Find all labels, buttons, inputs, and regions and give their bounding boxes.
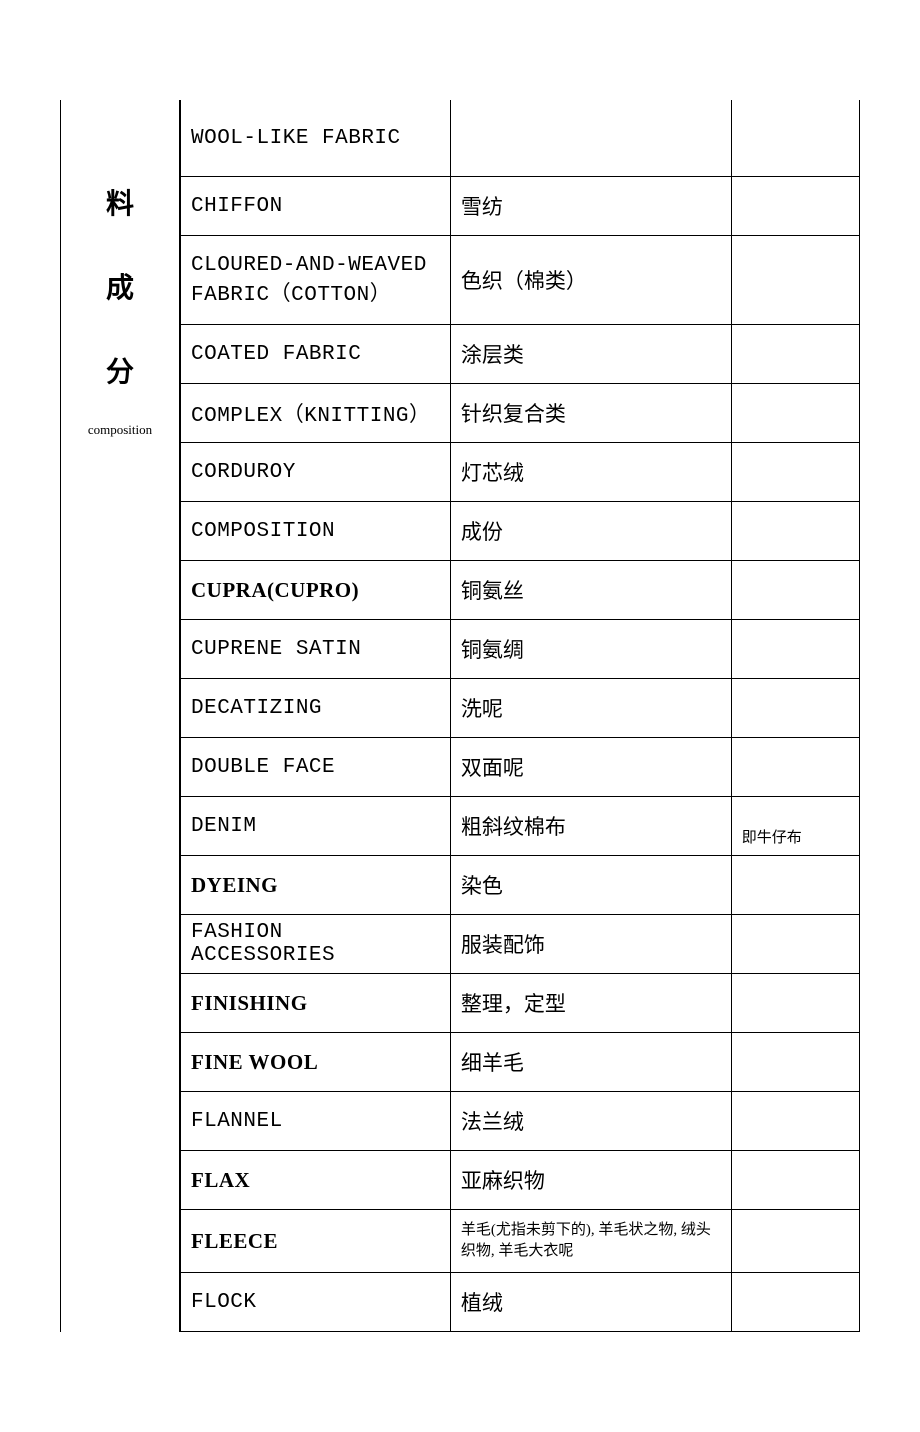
note-cell <box>731 974 859 1033</box>
english-term-cell: FLEECE <box>181 1210 451 1273</box>
chinese-term-cell: 整理，定型 <box>450 974 731 1033</box>
chinese-term-cell: 亚麻织物 <box>450 1151 731 1210</box>
table-row: FINISHING整理，定型 <box>181 974 860 1033</box>
table-row: DOUBLE FACE双面呢 <box>181 738 860 797</box>
left-char-1: 料 <box>106 182 134 222</box>
table-row: COMPOSITION成份 <box>181 502 860 561</box>
table-row: COMPLEX（KNITTING）针织复合类 <box>181 384 860 443</box>
english-term-cell: DECATIZING <box>181 679 451 738</box>
english-term-cell: FASHION ACCESSORIES <box>181 915 451 974</box>
note-cell <box>731 384 859 443</box>
chinese-term-cell: 粗斜纹棉布 <box>450 797 731 856</box>
note-cell <box>731 915 859 974</box>
note-cell <box>731 502 859 561</box>
chinese-term-cell: 铜氨绸 <box>450 620 731 679</box>
chinese-term-cell: 洗呢 <box>450 679 731 738</box>
note-cell <box>731 236 859 325</box>
table-row: FLANNEL法兰绒 <box>181 1092 860 1151</box>
table-row: DYEING染色 <box>181 856 860 915</box>
note-cell <box>731 1151 859 1210</box>
table-row: CLOURED-AND-WEAVED FABRIC（COTTON）色织（棉类） <box>181 236 860 325</box>
note-cell: 即牛仔布 <box>731 797 859 856</box>
table-row: CORDUROY灯芯绒 <box>181 443 860 502</box>
note-cell <box>731 100 859 177</box>
chinese-term-cell: 雪纺 <box>450 177 731 236</box>
chinese-term-cell: 铜氨丝 <box>450 561 731 620</box>
english-term-cell: CUPRENE SATIN <box>181 620 451 679</box>
note-cell <box>731 177 859 236</box>
english-term-cell: FINE WOOL <box>181 1033 451 1092</box>
chinese-term-cell: 色织（棉类） <box>450 236 731 325</box>
note-cell <box>731 1273 859 1332</box>
english-term-cell: CORDUROY <box>181 443 451 502</box>
table-row: COATED FABRIC涂层类 <box>181 325 860 384</box>
table-row: FASHION ACCESSORIES服装配饰 <box>181 915 860 974</box>
left-sub-label: composition <box>88 422 152 438</box>
english-term-cell: WOOL-LIKE FABRIC <box>181 100 451 177</box>
left-char-3: 分 <box>106 350 134 390</box>
chinese-term-cell: 染色 <box>450 856 731 915</box>
note-cell <box>731 679 859 738</box>
table-row: FLOCK植绒 <box>181 1273 860 1332</box>
chinese-term-cell: 灯芯绒 <box>450 443 731 502</box>
english-term-cell: DYEING <box>181 856 451 915</box>
note-cell <box>731 561 859 620</box>
english-term-cell: FLOCK <box>181 1273 451 1332</box>
table-row: FINE WOOL细羊毛 <box>181 1033 860 1092</box>
note-cell <box>731 738 859 797</box>
left-char-2: 成 <box>106 266 134 306</box>
table-row: DENIM粗斜纹棉布即牛仔布 <box>181 797 860 856</box>
chinese-term-cell <box>450 100 731 177</box>
english-term-cell: CUPRA(CUPRO) <box>181 561 451 620</box>
english-term-cell: COATED FABRIC <box>181 325 451 384</box>
table-row: CHIFFON雪纺 <box>181 177 860 236</box>
note-cell <box>731 1092 859 1151</box>
table-row: CUPRA(CUPRO)铜氨丝 <box>181 561 860 620</box>
document-page: 料 成 分 composition WOOL-LIKE FABRICCHIFFO… <box>0 0 920 1432</box>
table-row: FLEECE羊毛(尤指未剪下的), 羊毛状之物, 绒头织物, 羊毛大衣呢 <box>181 1210 860 1273</box>
chinese-term-cell: 植绒 <box>450 1273 731 1332</box>
table-row: FLAX亚麻织物 <box>181 1151 860 1210</box>
english-term-cell: DENIM <box>181 797 451 856</box>
fabric-terms-table: WOOL-LIKE FABRICCHIFFON雪纺CLOURED-AND-WEA… <box>180 100 860 1332</box>
chinese-term-cell: 法兰绒 <box>450 1092 731 1151</box>
table-layout: 料 成 分 composition WOOL-LIKE FABRICCHIFFO… <box>60 100 860 1332</box>
chinese-term-cell: 涂层类 <box>450 325 731 384</box>
english-term-cell: COMPOSITION <box>181 502 451 561</box>
note-cell <box>731 620 859 679</box>
chinese-term-cell: 针织复合类 <box>450 384 731 443</box>
note-cell <box>731 325 859 384</box>
note-cell <box>731 856 859 915</box>
english-term-cell: COMPLEX（KNITTING） <box>181 384 451 443</box>
english-term-cell: FLANNEL <box>181 1092 451 1151</box>
english-term-cell: CHIFFON <box>181 177 451 236</box>
english-term-cell: CLOURED-AND-WEAVED FABRIC（COTTON） <box>181 236 451 325</box>
table-row: CUPRENE SATIN铜氨绸 <box>181 620 860 679</box>
note-cell <box>731 1033 859 1092</box>
note-cell <box>731 1210 859 1273</box>
english-term-cell: FINISHING <box>181 974 451 1033</box>
table-row: DECATIZING洗呢 <box>181 679 860 738</box>
chinese-term-cell: 细羊毛 <box>450 1033 731 1092</box>
english-term-cell: FLAX <box>181 1151 451 1210</box>
english-term-cell: DOUBLE FACE <box>181 738 451 797</box>
table-row: WOOL-LIKE FABRIC <box>181 100 860 177</box>
chinese-term-cell: 成份 <box>450 502 731 561</box>
chinese-term-cell: 服装配饰 <box>450 915 731 974</box>
chinese-term-cell: 羊毛(尤指未剪下的), 羊毛状之物, 绒头织物, 羊毛大衣呢 <box>450 1210 731 1273</box>
note-cell <box>731 443 859 502</box>
chinese-term-cell: 双面呢 <box>450 738 731 797</box>
left-category-column: 料 成 分 composition <box>60 100 180 1332</box>
